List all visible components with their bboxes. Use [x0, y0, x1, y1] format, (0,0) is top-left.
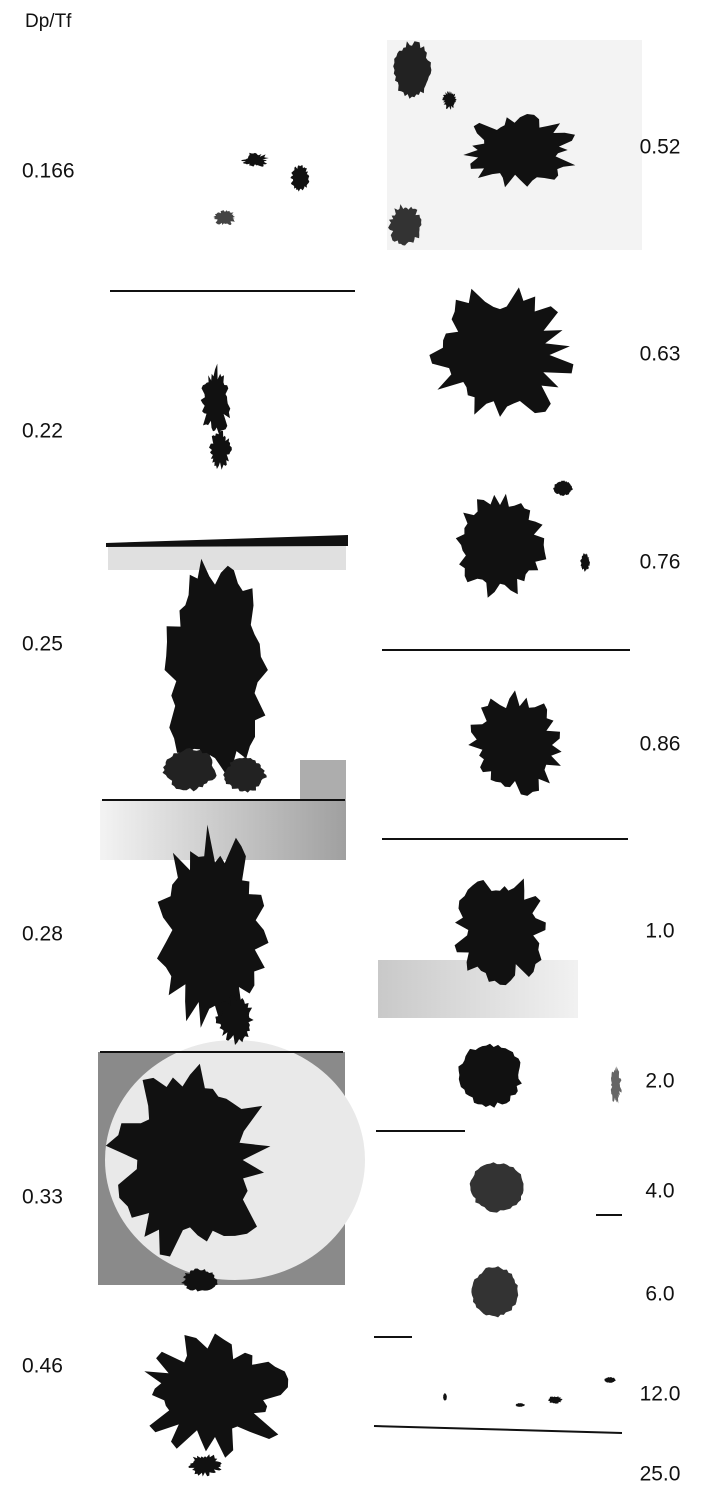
particle	[388, 204, 422, 246]
particle	[548, 1396, 563, 1404]
particle	[580, 552, 590, 572]
right-label: 4.0	[645, 1180, 674, 1203]
particle	[164, 558, 268, 778]
right-label: 2.0	[645, 1070, 674, 1093]
particle	[209, 430, 232, 470]
particle	[290, 165, 310, 192]
right-label: 25.0	[640, 1463, 681, 1486]
right-label: 1.0	[645, 920, 674, 943]
particle	[468, 690, 562, 796]
particle	[162, 748, 217, 792]
header: Dp/Tf	[25, 11, 72, 32]
particle	[429, 287, 574, 417]
particle	[443, 1393, 447, 1401]
particle	[469, 1162, 524, 1213]
particle	[157, 824, 269, 1030]
right-label: 0.52	[640, 136, 681, 159]
right-label: 12.0	[640, 1383, 681, 1406]
particle	[200, 363, 231, 437]
particle	[393, 41, 432, 99]
particle	[188, 1454, 222, 1477]
left-label: 0.33	[22, 1186, 63, 1209]
right-label: 0.86	[640, 733, 681, 756]
left-label: 0.25	[22, 633, 63, 656]
particle	[604, 1377, 616, 1383]
particle	[213, 210, 235, 225]
particle	[458, 1043, 522, 1108]
left-label: 0.22	[22, 420, 63, 443]
left-label: 0.28	[22, 923, 63, 946]
left-label: 0.46	[22, 1355, 63, 1378]
rules	[100, 290, 630, 1434]
particle	[610, 1066, 622, 1104]
left-label: 0.166	[22, 160, 75, 183]
particle	[455, 493, 547, 598]
right-label: 6.0	[645, 1283, 674, 1306]
particle	[223, 757, 267, 793]
right-label: 0.76	[640, 551, 681, 574]
particle	[515, 1403, 525, 1407]
particle	[463, 114, 576, 188]
particle	[471, 1266, 519, 1318]
particle	[181, 1268, 218, 1292]
particle	[442, 90, 457, 110]
particle	[105, 1063, 271, 1257]
particle-images	[105, 41, 622, 1477]
particle	[215, 995, 254, 1045]
particle	[241, 152, 269, 167]
right-label: 0.63	[640, 343, 681, 366]
particle	[454, 878, 546, 986]
particle	[144, 1333, 289, 1458]
particle	[553, 480, 573, 496]
